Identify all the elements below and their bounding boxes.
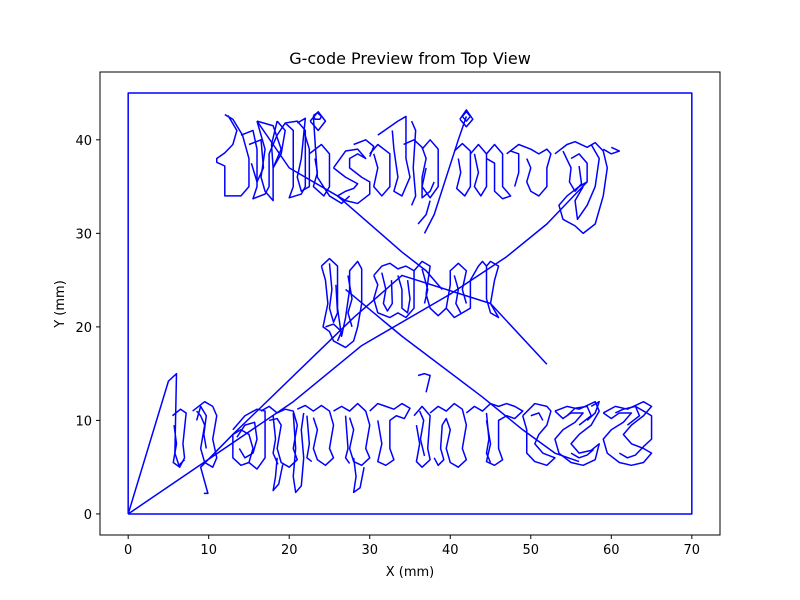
toolpath-travel-3	[199, 274, 548, 495]
toolpath-text-17	[308, 143, 331, 197]
toolpath-text-76	[586, 400, 600, 421]
toolpath-text-36	[574, 144, 600, 221]
toolpath-text-72	[570, 448, 595, 459]
x-tick-label: 60	[603, 543, 620, 558]
toolpath-text-71	[566, 405, 592, 426]
toolpath-text-51	[232, 408, 266, 470]
toolpath-text-45	[421, 268, 429, 304]
toolpath-text-25	[417, 200, 431, 225]
toolpath-text-11	[256, 120, 282, 202]
chart-title: G-code Preview from Top View	[289, 49, 531, 68]
x-tick-label: 0	[124, 543, 132, 558]
x-axis-label: X (mm)	[386, 565, 435, 580]
toolpath-text-52	[236, 421, 258, 459]
toolpath-text-14	[270, 120, 286, 169]
toolpath-text-58	[306, 415, 313, 463]
toolpath-text-61	[344, 415, 351, 464]
toolpath-text-69	[530, 412, 544, 421]
toolpath-text-68	[522, 402, 556, 467]
x-tick-label: 50	[523, 543, 540, 558]
plot-frame	[99, 71, 721, 536]
toolpath-text-46	[445, 262, 468, 309]
toolpath-text-39	[347, 275, 353, 328]
y-tick-label: 0	[84, 508, 92, 523]
toolpath-text-49	[192, 400, 218, 468]
toolpath-text-9	[216, 113, 250, 197]
x-tick-label: 10	[200, 543, 217, 558]
toolpath-text-23	[410, 120, 417, 206]
toolpath-text-50	[195, 405, 208, 449]
y-tick-label: 40	[75, 134, 92, 149]
toolpath-text-62	[369, 402, 411, 467]
toolpath-text-38	[328, 263, 339, 323]
toolpath-text-12	[296, 117, 311, 193]
y-tick-label: 30	[75, 227, 92, 242]
toolpath-text-24	[421, 139, 439, 199]
toolpath-travel-8	[417, 372, 431, 393]
toolpath-text-16	[309, 111, 327, 132]
toolpath-travel-6	[312, 116, 351, 205]
toolpath-text-57	[292, 412, 305, 494]
toolpath-text-73	[602, 400, 653, 467]
toolpath-text-32	[510, 150, 520, 187]
toolpath-text-63	[413, 405, 431, 468]
toolpath-text-41	[373, 262, 415, 319]
toolpath-text-54	[272, 415, 279, 465]
toolpath-text-60	[352, 457, 365, 494]
toolpath-text-13	[248, 139, 265, 183]
toolpath-text-30	[473, 153, 488, 197]
x-axis-ticks: 0 10 20 30 40 50 60 70	[124, 535, 700, 558]
series-layer	[127, 92, 693, 515]
toolpath-text-20	[369, 143, 391, 197]
toolpath-text-66	[465, 402, 524, 467]
y-tick-label: 10	[75, 414, 92, 429]
toolpath-travel-2	[127, 181, 588, 515]
toolpath-text-27	[459, 109, 474, 128]
toolpath-travel-5	[345, 288, 580, 463]
toolpath-text-55	[272, 457, 284, 492]
toolpath-text-75	[618, 405, 653, 459]
toolpath-text-44	[413, 260, 500, 319]
toolpath-text-59	[333, 402, 371, 467]
toolpath-text-21	[377, 115, 411, 197]
plot-area	[127, 92, 693, 515]
x-tick-label: 20	[281, 543, 298, 558]
y-axis-ticks: 0 10 20 30 40	[75, 134, 100, 523]
y-tick-label: 20	[75, 321, 92, 336]
toolpath-text-18	[332, 148, 371, 205]
toolpath-text-56	[296, 404, 335, 467]
x-tick-label: 30	[361, 543, 378, 558]
toolpath-travel-7	[423, 116, 468, 234]
toolpath-text-42	[381, 272, 394, 312]
toolpath-text-67	[485, 412, 492, 463]
toolpath-text-64	[418, 410, 426, 457]
toolpath-text-47	[453, 275, 462, 314]
toolpath-text-31	[506, 143, 552, 197]
toolpath-text-29	[469, 143, 512, 200]
y-axis-label: Y (mm)	[53, 280, 68, 329]
toolpath-text-65	[429, 402, 468, 468]
toolpath-text-48	[171, 408, 187, 468]
toolpath-border-0	[127, 92, 693, 515]
toolpath-text-40	[325, 323, 343, 342]
toolpath-text-35	[602, 146, 621, 155]
toolpath-text-33	[554, 140, 609, 235]
toolpath-text-34	[562, 150, 583, 193]
x-tick-label: 40	[442, 543, 459, 558]
toolpath-text-43	[397, 275, 411, 314]
toolpath-text-28	[453, 142, 472, 197]
x-tick-label: 70	[684, 543, 701, 558]
